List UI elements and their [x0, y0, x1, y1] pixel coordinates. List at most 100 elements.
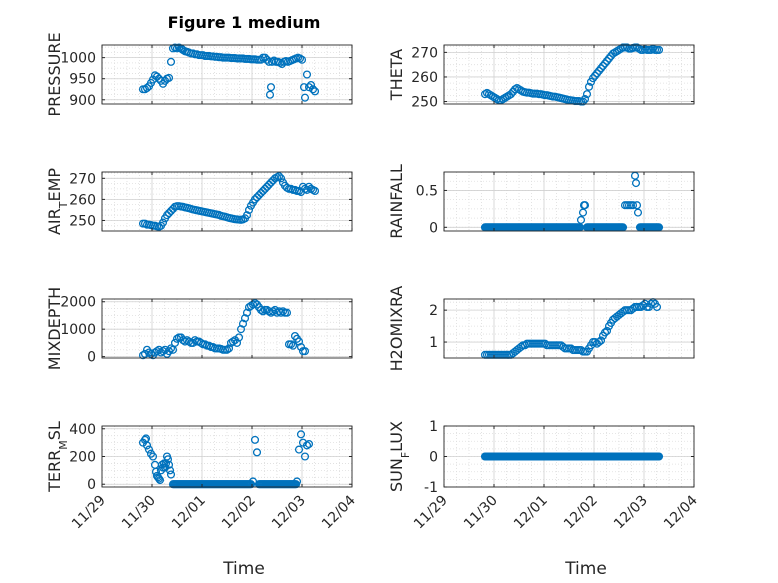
data-point [232, 338, 242, 347]
data-point [166, 344, 176, 353]
x-tick-label: 11/30 [461, 493, 501, 533]
data-point [630, 171, 640, 180]
y-axis-label: AIRTEMP [45, 168, 70, 235]
y-tick-label: 0 [87, 477, 96, 493]
x-tick-label: 12/01 [169, 493, 209, 533]
y-tick-label: 2000 [60, 295, 96, 311]
data-point [166, 57, 176, 66]
data-point [646, 299, 656, 308]
data-point [278, 307, 288, 316]
data-point [590, 71, 600, 80]
x-axis-label-right: Time [564, 559, 607, 579]
data-point [652, 302, 662, 312]
data-point [580, 95, 590, 104]
subplot-theta: 250 260 270 THETA [387, 43, 695, 111]
x-tick-label: 12/02 [561, 493, 601, 533]
y-tick-label: 0 [87, 350, 96, 366]
data-point [258, 186, 268, 196]
y-tick-label: 250 [69, 213, 96, 229]
data-point [144, 445, 154, 454]
data-point [654, 452, 664, 461]
data-point [268, 307, 278, 316]
data-point [266, 178, 276, 187]
y-tick-label: 0 [429, 450, 438, 466]
data-point [304, 439, 314, 449]
data-point [148, 452, 158, 461]
y-tick-label: 200 [69, 450, 96, 466]
y-axis-label: SUNFLUX [387, 421, 412, 492]
data-point [578, 97, 588, 106]
data-point [152, 347, 162, 356]
data-point [286, 340, 296, 349]
data-point [242, 211, 252, 220]
data-point [244, 205, 254, 214]
data-point [258, 307, 268, 316]
data-point [165, 466, 175, 475]
data-point [596, 64, 606, 73]
subplot-rainfall: 0 0.5 RAINFALL [387, 164, 695, 239]
data-point [142, 83, 152, 93]
axes-box [443, 298, 695, 359]
data-point [604, 54, 614, 63]
data-point [600, 59, 610, 68]
data-point [582, 90, 592, 99]
data-point [292, 477, 302, 486]
data-point [242, 308, 252, 317]
x-tick-label: 12/04 [661, 492, 701, 532]
data-point [578, 208, 588, 217]
y-tick-label: 270 [69, 171, 96, 187]
y-tick-label: 1000 [60, 322, 96, 338]
data-point [302, 70, 312, 79]
data-point [250, 435, 260, 444]
data-point [164, 209, 174, 218]
data-point [296, 430, 306, 439]
y-axis-label: TERRMSL [45, 421, 70, 493]
y-tick-label: 400 [69, 422, 96, 438]
data-point [299, 83, 309, 92]
y-tick-label: 0 [429, 220, 438, 236]
data-point [308, 85, 318, 94]
data-point [154, 474, 164, 483]
data-point [300, 452, 310, 461]
x-tick-label: 11/29 [411, 493, 451, 533]
data-point [164, 73, 174, 82]
data-point [150, 460, 160, 469]
data-point [302, 441, 312, 450]
data-point [252, 448, 262, 457]
x-tick-label: 12/04 [319, 492, 359, 532]
y-tick-label: -1 [424, 480, 438, 496]
data-point [260, 53, 270, 62]
data-point [288, 341, 298, 350]
y-tick-label: 950 [69, 72, 96, 88]
data-point [262, 182, 272, 191]
data-point [306, 80, 316, 90]
x-tick-label: 12/03 [611, 493, 651, 533]
data-point [256, 305, 266, 315]
data-point [140, 349, 150, 358]
data-point [628, 201, 638, 210]
data-point [576, 215, 586, 224]
data-point [170, 338, 180, 347]
y-tick-label: 1 [429, 335, 438, 351]
data-point [632, 201, 642, 210]
data-point [250, 195, 260, 204]
data-point [222, 345, 232, 354]
data-point [248, 477, 258, 486]
data-point [598, 61, 608, 70]
data-point [158, 218, 168, 227]
data-point [300, 93, 310, 102]
x-tick-label: 11/30 [119, 493, 159, 533]
data-point [224, 344, 234, 353]
axes-box [101, 298, 353, 359]
y-tick-label: 250 [411, 95, 438, 111]
y-tick-label: 2 [429, 303, 438, 319]
x-tick-label: 12/01 [511, 493, 551, 533]
data-point [300, 347, 310, 356]
data-point [250, 299, 260, 308]
data-point [584, 82, 594, 91]
data-point [228, 337, 238, 346]
data-point [264, 180, 274, 189]
y-tick-label: 260 [411, 70, 438, 86]
